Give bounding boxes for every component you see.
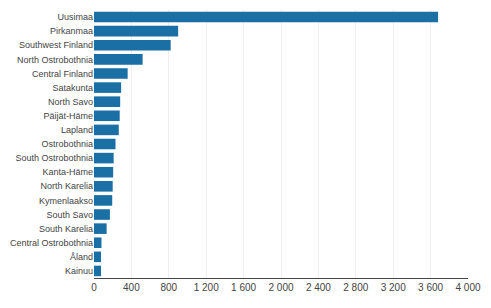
svg-text:0: 0 <box>91 282 97 293</box>
svg-text:Lapland: Lapland <box>61 125 93 135</box>
svg-text:Southwest Finland: Southwest Finland <box>19 40 93 50</box>
svg-text:800: 800 <box>160 282 177 293</box>
svg-text:1 600: 1 600 <box>231 282 256 293</box>
svg-text:Uusimaa: Uusimaa <box>57 12 93 22</box>
svg-text:Kanta-Häme: Kanta-Häme <box>42 167 93 177</box>
svg-text:Kymenlaakso: Kymenlaakso <box>39 196 93 206</box>
svg-text:South Ostrobothnia: South Ostrobothnia <box>15 153 93 163</box>
svg-text:Central Ostrobothnia: Central Ostrobothnia <box>10 238 93 248</box>
svg-text:4 000: 4 000 <box>455 282 480 293</box>
svg-text:Ostrobothnia: Ostrobothnia <box>41 139 93 149</box>
svg-text:2 800: 2 800 <box>343 282 368 293</box>
svg-text:Central Finland: Central Finland <box>32 69 93 79</box>
svg-text:1 200: 1 200 <box>194 282 219 293</box>
svg-text:South Savo: South Savo <box>46 210 93 220</box>
svg-text:400: 400 <box>123 282 140 293</box>
svg-text:Kainuu: Kainuu <box>65 266 93 276</box>
svg-text:South Karelia: South Karelia <box>39 224 93 234</box>
svg-text:2 000: 2 000 <box>268 282 293 293</box>
svg-text:North Karelia: North Karelia <box>40 181 93 191</box>
svg-text:2 400: 2 400 <box>306 282 331 293</box>
svg-text:North Ostrobothnia: North Ostrobothnia <box>17 55 93 65</box>
svg-text:3 600: 3 600 <box>418 282 443 293</box>
svg-text:Pirkanmaa: Pirkanmaa <box>50 26 93 36</box>
svg-text:3 200: 3 200 <box>381 282 406 293</box>
svg-text:Päijät-Häme: Päijät-Häme <box>43 111 93 121</box>
svg-text:Satakunta: Satakunta <box>52 83 93 93</box>
svg-text:North Savo: North Savo <box>48 97 93 107</box>
svg-text:Åland: Åland <box>70 252 93 262</box>
